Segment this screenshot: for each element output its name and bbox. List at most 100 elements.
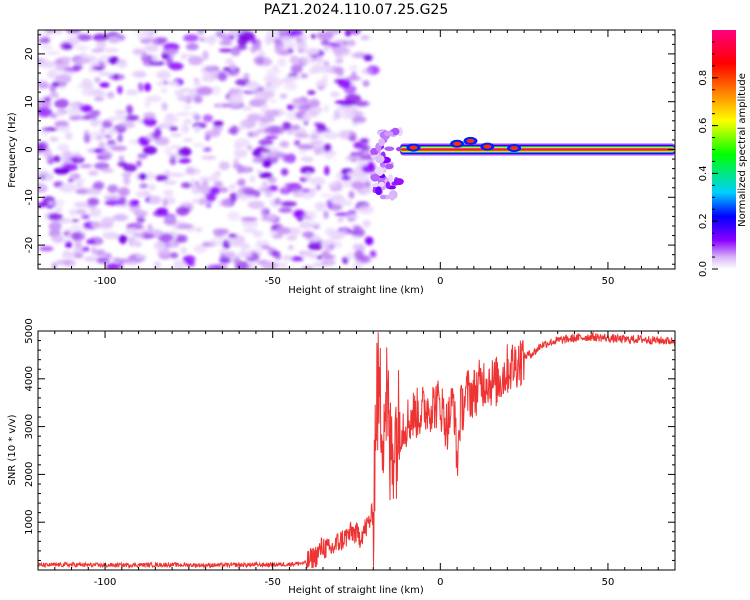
noise-blob [361, 68, 372, 74]
noise-blob [300, 73, 309, 79]
noise-blob [219, 40, 233, 46]
noise-blob [213, 181, 224, 188]
noise-blob [230, 125, 239, 135]
noise-blob [156, 70, 171, 80]
noise-blob [315, 54, 323, 64]
noise-blob [96, 135, 102, 141]
noise-blob [301, 265, 314, 269]
noise-blob [286, 30, 304, 37]
noise-blob [88, 66, 94, 73]
noise-blob [137, 82, 144, 93]
noise-blob [177, 147, 192, 157]
noise-blob [256, 94, 265, 99]
noise-blob [297, 149, 307, 154]
noise-blob [286, 235, 298, 241]
y-tick-label: 1000 [24, 509, 35, 534]
noise-blob [174, 89, 185, 97]
noise-blob [209, 187, 221, 195]
noise-blob [74, 45, 89, 51]
noise-blob [48, 201, 54, 206]
noise-blob [112, 73, 120, 81]
noise-blob [123, 175, 131, 186]
noise-blob [351, 52, 368, 59]
noise-blob [348, 135, 357, 142]
noise-blob [274, 261, 289, 269]
noise-blob [38, 81, 50, 89]
noise-blob [213, 120, 224, 127]
noise-blob [358, 205, 374, 215]
noise-blob [198, 176, 212, 182]
noise-blob [294, 139, 301, 147]
noise-blob [180, 182, 193, 189]
noise-blob [90, 119, 103, 125]
noise-blob [328, 182, 337, 188]
noise-blob [232, 45, 248, 51]
noise-blob [166, 240, 179, 249]
noise-blob [92, 61, 100, 67]
noise-blob [247, 145, 253, 151]
noise-blob [141, 52, 148, 59]
noise-blob [247, 262, 258, 269]
noise-blob [217, 72, 228, 82]
noise-blob [202, 50, 209, 61]
noise-blob [123, 163, 137, 173]
noise-blob [339, 47, 351, 56]
signal-band [369, 127, 675, 201]
noise-blob [323, 104, 330, 113]
noise-blob [196, 184, 210, 192]
noise-blob [45, 172, 54, 182]
noise-blob [222, 32, 231, 42]
signal-blob [510, 146, 519, 151]
noise-blob [125, 89, 139, 96]
noise-blob [191, 198, 200, 204]
noise-blob [145, 95, 163, 103]
noise-blob [305, 221, 322, 226]
noise-blob [322, 75, 328, 82]
noise-blob [282, 155, 291, 163]
noise-blob [86, 188, 102, 196]
noise-blob [79, 164, 93, 168]
noise-blob [72, 248, 86, 255]
noise-blob [239, 241, 248, 249]
noise-blob [252, 157, 266, 163]
noise-blob [58, 84, 66, 90]
noise-blob [269, 99, 277, 103]
noise-blob [265, 38, 271, 46]
noise-blob [253, 55, 265, 65]
noise-blob [55, 259, 71, 265]
noise-blob [103, 134, 113, 139]
snr-line [38, 331, 675, 570]
noise-blob [98, 141, 105, 151]
noise-blob [324, 244, 335, 252]
transition-blob [374, 166, 384, 177]
noise-blob [38, 169, 48, 175]
noise-blob [305, 171, 312, 182]
colorbar: 0.0 0.2 0.4 0.6 0.8 Normalized spectral ampl… [698, 30, 748, 277]
noise-blob [304, 48, 320, 55]
noise-blob [182, 138, 194, 142]
noise-blob [117, 133, 123, 143]
noise-blob [144, 82, 152, 92]
noise-blob [76, 34, 93, 41]
snr-ylabel: SNR (10 * v/v) [7, 414, 18, 485]
noise-blob [163, 189, 174, 196]
noise-blob [168, 62, 184, 71]
noise-blob [100, 168, 114, 173]
noise-blob [295, 41, 308, 51]
noise-blob [143, 145, 157, 155]
signal-blob [466, 138, 475, 143]
noise-blob [297, 143, 315, 150]
noise-blob [359, 255, 369, 262]
noise-blob [277, 50, 291, 56]
noise-blob [89, 209, 99, 217]
noise-blob [262, 159, 272, 168]
noise-blob [321, 258, 336, 266]
noise-blob [81, 214, 91, 220]
noise-blob [175, 112, 191, 117]
noise-blob [320, 193, 332, 198]
noise-blob [38, 143, 46, 153]
transition-blob [389, 193, 395, 201]
noise-blob [240, 123, 247, 128]
transition-blob [375, 155, 385, 164]
